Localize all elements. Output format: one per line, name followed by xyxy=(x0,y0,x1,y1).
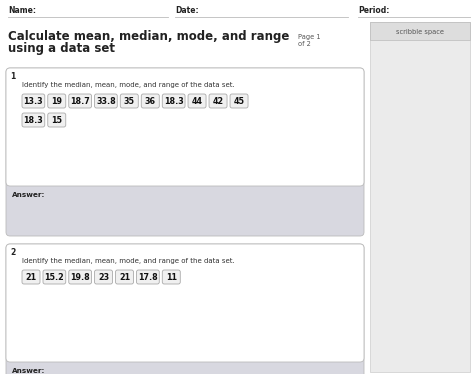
FancyBboxPatch shape xyxy=(120,94,138,108)
Text: 19.8: 19.8 xyxy=(70,273,90,282)
Text: Answer:: Answer: xyxy=(12,192,46,198)
Text: 19: 19 xyxy=(51,97,62,106)
FancyBboxPatch shape xyxy=(137,270,159,284)
Text: 36: 36 xyxy=(145,97,156,106)
Text: 23: 23 xyxy=(98,273,109,282)
FancyBboxPatch shape xyxy=(188,94,206,108)
Text: Period:: Period: xyxy=(358,6,389,15)
FancyBboxPatch shape xyxy=(230,94,248,108)
FancyBboxPatch shape xyxy=(22,94,45,108)
FancyBboxPatch shape xyxy=(94,94,117,108)
Text: 1: 1 xyxy=(10,72,15,81)
Text: 21: 21 xyxy=(119,273,130,282)
Bar xyxy=(370,22,470,372)
Text: 2: 2 xyxy=(10,248,15,257)
FancyBboxPatch shape xyxy=(48,94,66,108)
Text: 21: 21 xyxy=(26,273,36,282)
FancyBboxPatch shape xyxy=(209,94,227,108)
FancyBboxPatch shape xyxy=(69,94,91,108)
Text: Name:: Name: xyxy=(8,6,36,15)
Text: 44: 44 xyxy=(191,97,202,106)
Text: 15.2: 15.2 xyxy=(45,273,64,282)
FancyBboxPatch shape xyxy=(48,113,66,127)
Text: using a data set: using a data set xyxy=(8,42,115,55)
Text: 18.3: 18.3 xyxy=(164,97,183,106)
FancyBboxPatch shape xyxy=(116,270,134,284)
FancyBboxPatch shape xyxy=(22,113,45,127)
FancyBboxPatch shape xyxy=(6,68,364,236)
FancyBboxPatch shape xyxy=(22,270,40,284)
FancyBboxPatch shape xyxy=(6,244,364,362)
Text: 15: 15 xyxy=(51,116,62,125)
Text: 45: 45 xyxy=(234,97,245,106)
Text: Date:: Date: xyxy=(175,6,199,15)
Text: scribble space: scribble space xyxy=(396,29,444,35)
FancyBboxPatch shape xyxy=(141,94,159,108)
FancyBboxPatch shape xyxy=(162,94,185,108)
FancyBboxPatch shape xyxy=(43,270,66,284)
Text: 18.3: 18.3 xyxy=(24,116,43,125)
Text: Identify the median, mean, mode, and range of the data set.: Identify the median, mean, mode, and ran… xyxy=(22,258,235,264)
Text: 11: 11 xyxy=(166,273,177,282)
Bar xyxy=(370,22,470,40)
FancyBboxPatch shape xyxy=(69,270,91,284)
Text: Answer:: Answer: xyxy=(12,368,46,374)
FancyBboxPatch shape xyxy=(6,68,364,186)
FancyBboxPatch shape xyxy=(6,244,364,374)
Text: 33.8: 33.8 xyxy=(96,97,116,106)
Text: Page 1
of 2: Page 1 of 2 xyxy=(298,34,320,47)
Text: 17.8: 17.8 xyxy=(138,273,158,282)
Text: 42: 42 xyxy=(212,97,224,106)
Text: Calculate mean, median, mode, and range: Calculate mean, median, mode, and range xyxy=(8,30,289,43)
FancyBboxPatch shape xyxy=(162,270,180,284)
FancyBboxPatch shape xyxy=(94,270,112,284)
Text: 18.7: 18.7 xyxy=(70,97,90,106)
Text: 35: 35 xyxy=(124,97,135,106)
Text: Identify the median, mean, mode, and range of the data set.: Identify the median, mean, mode, and ran… xyxy=(22,82,235,88)
Text: 13.3: 13.3 xyxy=(24,97,43,106)
